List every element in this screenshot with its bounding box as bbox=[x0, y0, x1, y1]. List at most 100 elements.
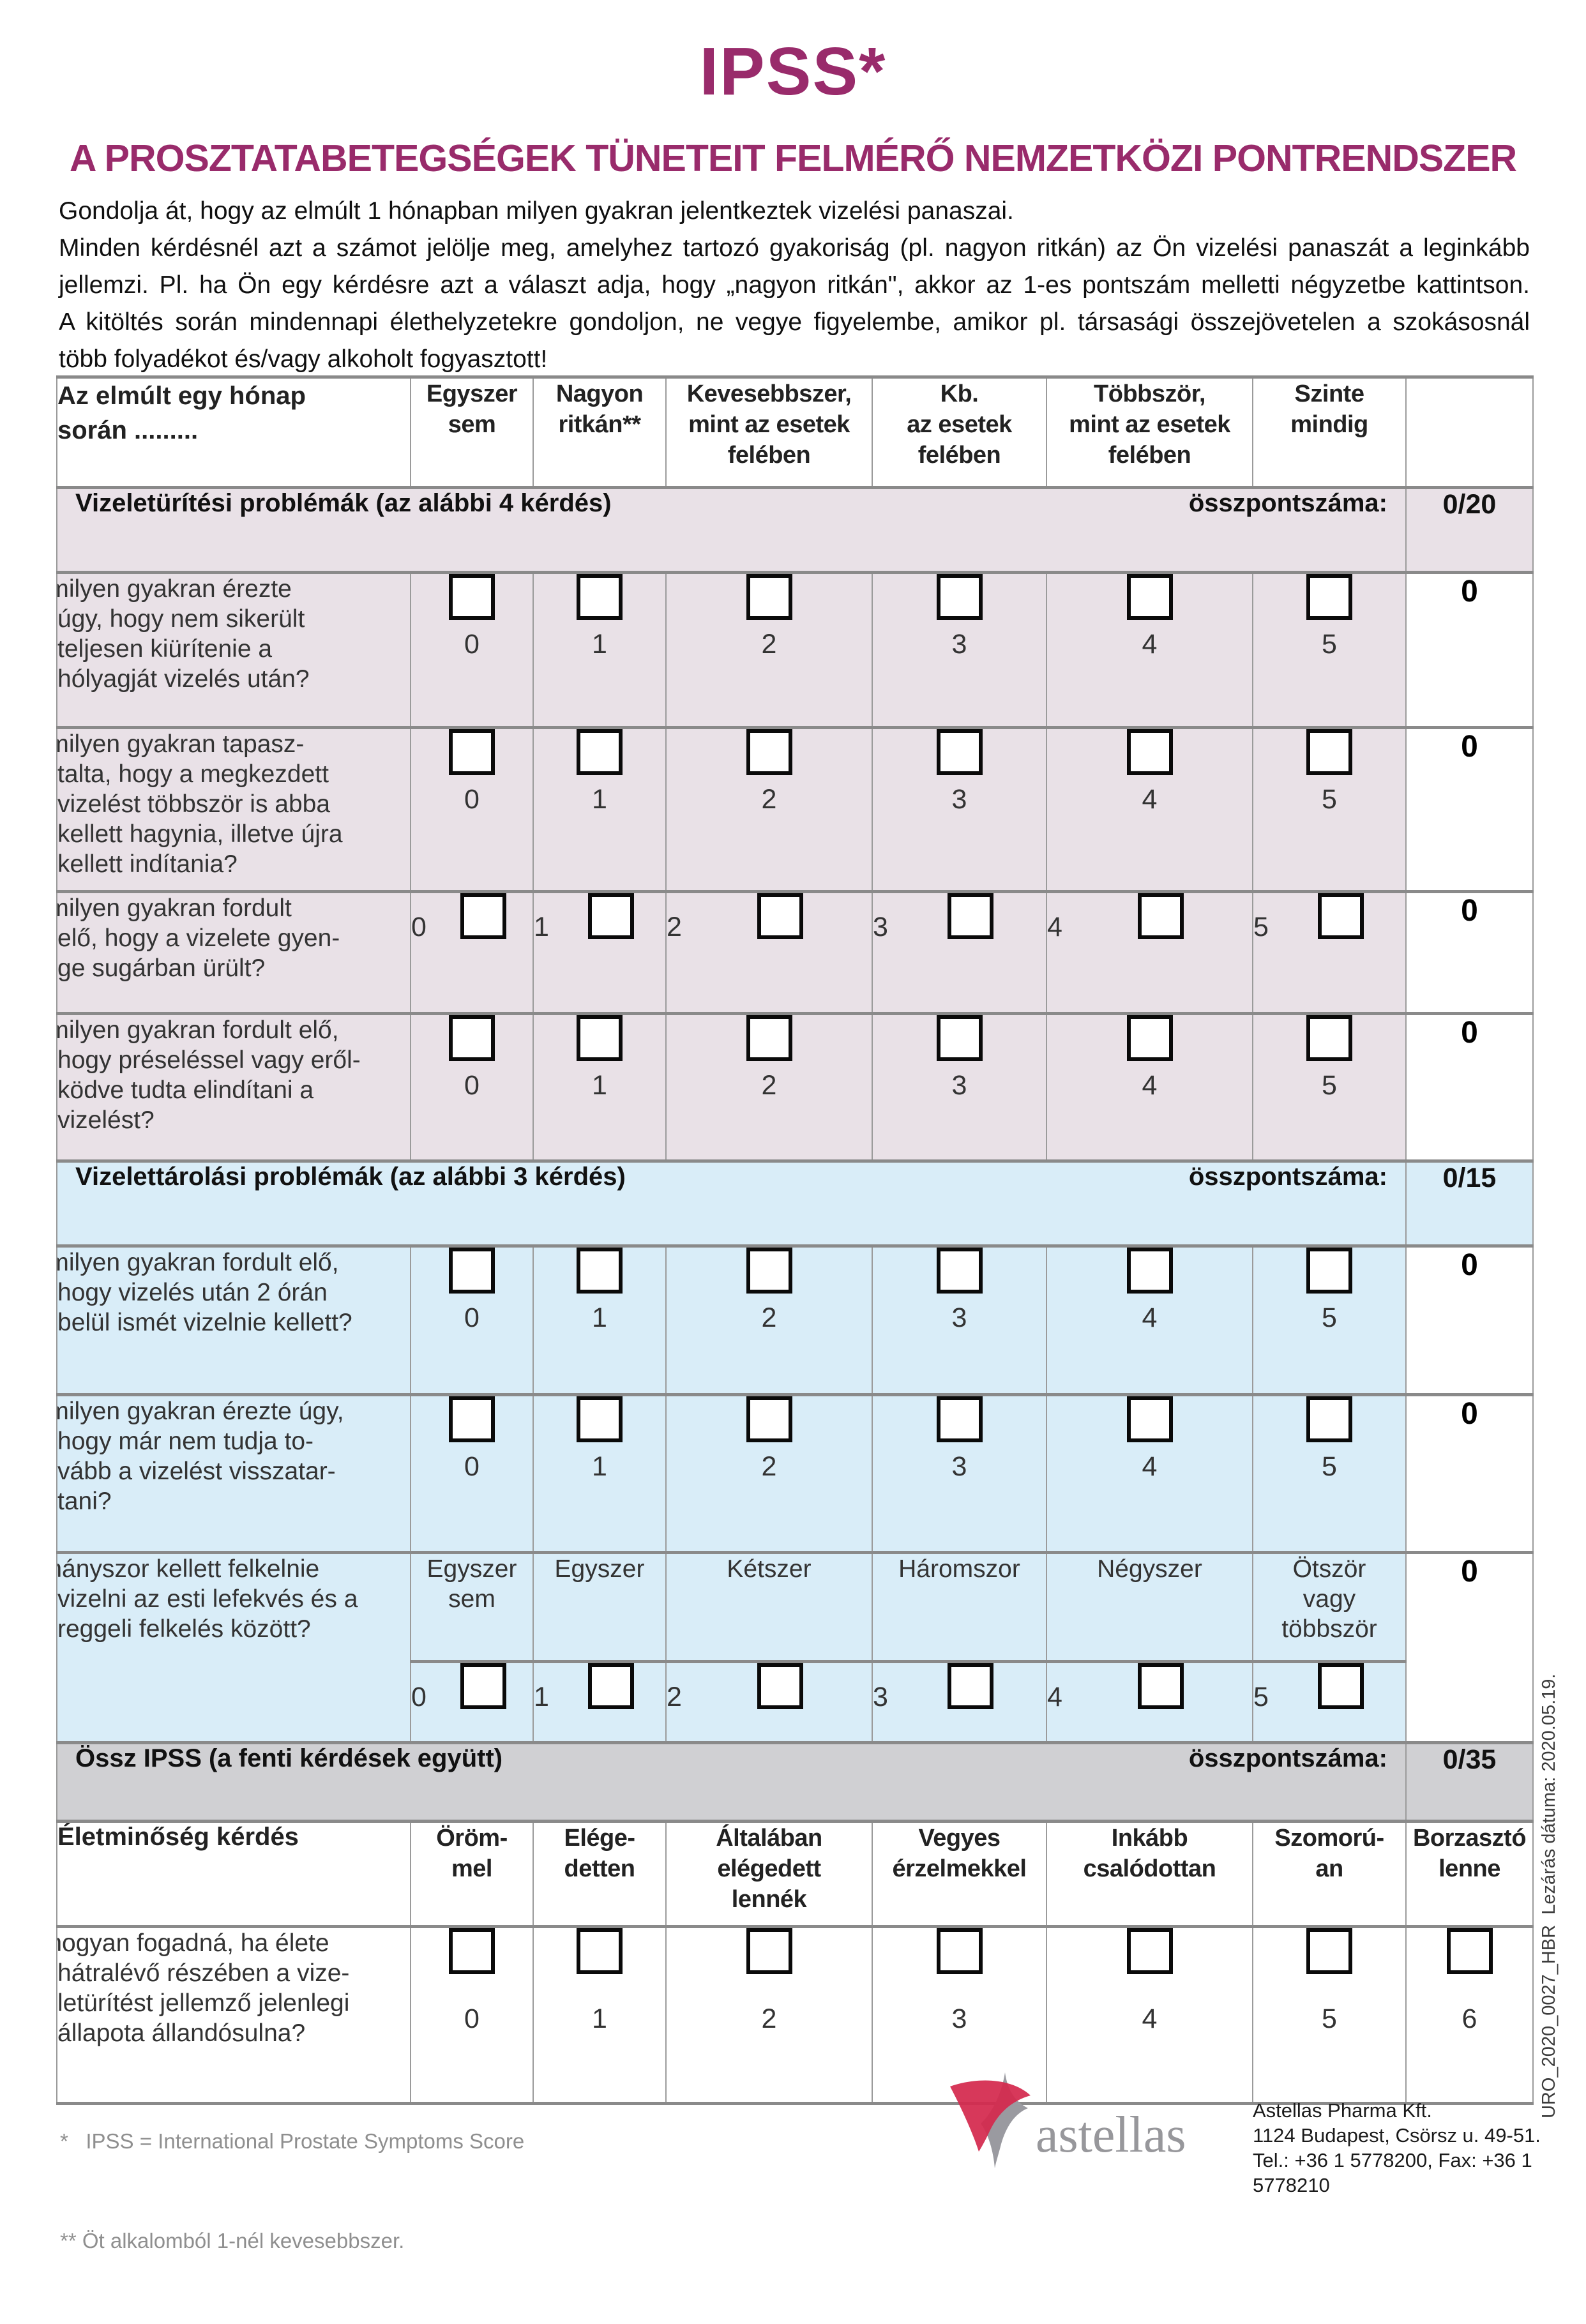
option-value: 2 bbox=[761, 1451, 777, 1482]
question-text: 4. milyen gyakran fordult elő, hogy prés… bbox=[56, 1012, 411, 1163]
option-value: 2 bbox=[761, 1070, 777, 1101]
answer-checkbox[interactable] bbox=[936, 1929, 983, 1974]
answer-checkbox[interactable] bbox=[757, 894, 804, 939]
answer-checkbox[interactable] bbox=[1126, 1398, 1173, 1442]
answer-checkbox[interactable] bbox=[1126, 1016, 1173, 1061]
option-value: 3 bbox=[873, 912, 888, 942]
answer-checkbox[interactable] bbox=[948, 894, 994, 939]
answer-checkbox[interactable] bbox=[577, 1249, 623, 1294]
answer-checkbox[interactable] bbox=[1138, 894, 1184, 939]
answer-checkbox[interactable] bbox=[1306, 575, 1352, 620]
answer-checkbox[interactable] bbox=[746, 1398, 792, 1442]
answer-checkbox[interactable] bbox=[746, 575, 792, 620]
option-cell: 5 bbox=[1252, 1393, 1407, 1554]
option-cell: 0 bbox=[410, 571, 534, 729]
section-score-label: összpontszáma: bbox=[1188, 1744, 1387, 1773]
ipss-table: Az elmúlt egy hónap során ......... Egys… bbox=[56, 375, 1534, 2105]
option-value: 1 bbox=[534, 912, 549, 942]
option-cell: 1 bbox=[532, 571, 667, 729]
answer-checkbox[interactable] bbox=[948, 1664, 994, 1709]
header-option: Kevesebbszer, mint az esetek felében bbox=[665, 375, 873, 489]
option-cell: 4 bbox=[1046, 1244, 1253, 1396]
answer-checkbox[interactable] bbox=[936, 575, 983, 620]
option-value: 0 bbox=[411, 912, 427, 942]
option-cell: 2 bbox=[665, 890, 873, 1015]
answer-checkbox[interactable] bbox=[936, 730, 983, 775]
section-label: Vizelettárolási problémák (az alábbi 3 k… bbox=[75, 1163, 626, 1191]
frequency-label: Négyszer bbox=[1046, 1551, 1253, 1663]
option-value: 2 bbox=[667, 1682, 682, 1712]
option-value: 4 bbox=[1047, 912, 1062, 942]
section-row-total: Össz IPSS (a fenti kérdések együtt) össz… bbox=[56, 1741, 1534, 1823]
option-value: 6 bbox=[1461, 2003, 1477, 2034]
answer-checkbox[interactable] bbox=[1138, 1664, 1184, 1709]
option-cell: 3 bbox=[872, 571, 1047, 729]
option-value: 3 bbox=[951, 784, 967, 815]
option-value: 1 bbox=[592, 1070, 607, 1101]
section-score: 0/35 bbox=[1405, 1741, 1534, 1823]
answer-checkbox[interactable] bbox=[1126, 1929, 1173, 1974]
answer-checkbox[interactable] bbox=[1306, 730, 1352, 775]
answer-checkbox[interactable] bbox=[1317, 894, 1364, 939]
option-cell: 0 bbox=[410, 1925, 534, 2105]
answer-checkbox[interactable] bbox=[460, 1664, 506, 1709]
answer-checkbox[interactable] bbox=[1126, 730, 1173, 775]
answer-checkbox[interactable] bbox=[587, 894, 634, 939]
option-cell: 2 bbox=[665, 1012, 873, 1163]
frequency-label: Háromszor bbox=[872, 1551, 1047, 1663]
answer-checkbox[interactable] bbox=[746, 1249, 792, 1294]
question-row-7-labels: 7. hányszor kellett felkelnie vizelni az… bbox=[56, 1551, 1534, 1744]
section-row-voiding: Vizeletürítési problémák (az alábbi 4 ké… bbox=[56, 486, 1534, 574]
answer-checkbox[interactable] bbox=[577, 1016, 623, 1061]
question-text: 1. milyen gyakran érezte úgy, hogy nem s… bbox=[56, 571, 411, 729]
question-row-7-checkboxes: 0 1 2 3 4 5 bbox=[57, 1660, 1533, 1744]
option-cell: 5 bbox=[1252, 890, 1407, 1015]
answer-checkbox[interactable] bbox=[1446, 1929, 1493, 1974]
option-cell: 3 bbox=[872, 1660, 1047, 1744]
frequency-label: Ötször vagy többször bbox=[1252, 1551, 1407, 1663]
option-value: 3 bbox=[951, 1451, 967, 1482]
option-value: 0 bbox=[464, 1302, 480, 1333]
logo-swoosh-icon bbox=[950, 2080, 1031, 2152]
answer-checkbox[interactable] bbox=[746, 1929, 792, 1974]
answer-checkbox[interactable] bbox=[577, 575, 623, 620]
answer-checkbox[interactable] bbox=[449, 1016, 495, 1061]
option-value: 2 bbox=[761, 2003, 777, 2034]
option-value: 1 bbox=[592, 784, 607, 815]
answer-checkbox[interactable] bbox=[449, 1398, 495, 1442]
answer-checkbox[interactable] bbox=[936, 1398, 983, 1442]
answer-checkbox[interactable] bbox=[577, 1929, 623, 1974]
answer-checkbox[interactable] bbox=[1306, 1398, 1352, 1442]
answer-checkbox[interactable] bbox=[746, 730, 792, 775]
answer-checkbox[interactable] bbox=[1306, 1929, 1352, 1974]
answer-checkbox[interactable] bbox=[936, 1016, 983, 1061]
answer-checkbox[interactable] bbox=[1306, 1249, 1352, 1294]
answer-checkbox[interactable] bbox=[460, 894, 506, 939]
answer-checkbox[interactable] bbox=[1126, 575, 1173, 620]
answer-checkbox[interactable] bbox=[587, 1664, 634, 1709]
option-cell: 1 bbox=[532, 1925, 667, 2105]
section-score-label: összpontszáma: bbox=[1188, 489, 1387, 518]
table-header-row: Az elmúlt egy hónap során ......... Egys… bbox=[56, 375, 1534, 489]
answer-checkbox[interactable] bbox=[577, 730, 623, 775]
answer-checkbox[interactable] bbox=[757, 1664, 804, 1709]
answer-checkbox[interactable] bbox=[746, 1016, 792, 1061]
answer-checkbox[interactable] bbox=[449, 1929, 495, 1974]
section-label: Össz IPSS (a fenti kérdések együtt) bbox=[75, 1744, 503, 1773]
option-value: 2 bbox=[667, 912, 682, 942]
question-row-2: 2. milyen gyakran tapasz- talta, hogy a … bbox=[56, 726, 1534, 893]
option-cell: 0 bbox=[410, 1393, 534, 1554]
option-value: 0 bbox=[464, 2003, 480, 2034]
answer-checkbox[interactable] bbox=[1306, 1016, 1352, 1061]
question-text: 8. hogyan fogadná, ha élete hátralévő ré… bbox=[56, 1925, 411, 2105]
answer-checkbox[interactable] bbox=[936, 1249, 983, 1294]
answer-checkbox[interactable] bbox=[577, 1398, 623, 1442]
answer-checkbox[interactable] bbox=[1126, 1249, 1173, 1294]
option-value: 3 bbox=[951, 2003, 967, 2034]
header-score-spacer bbox=[1405, 375, 1534, 489]
header-period: Az elmúlt egy hónap során ......... bbox=[56, 375, 411, 489]
answer-checkbox[interactable] bbox=[1317, 1664, 1364, 1709]
answer-checkbox[interactable] bbox=[449, 575, 495, 620]
answer-checkbox[interactable] bbox=[449, 1249, 495, 1294]
answer-checkbox[interactable] bbox=[449, 730, 495, 775]
